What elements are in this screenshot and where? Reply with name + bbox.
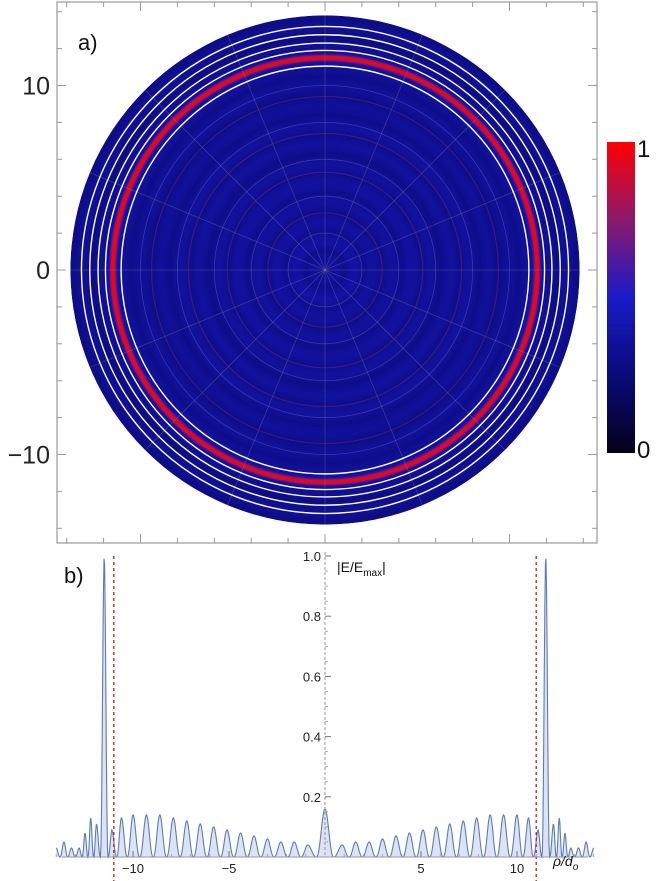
white-contour-ring — [80, 25, 570, 515]
polar-heatmap-disk — [70, 15, 580, 525]
polar-grid-spoke — [144, 269, 326, 451]
intensity-disk — [70, 15, 580, 525]
polar-grid-spoke — [324, 34, 423, 271]
polar-grid-spoke — [227, 269, 326, 506]
ripple-ring — [226, 171, 424, 369]
polar-grid-spoke — [324, 89, 506, 271]
y-tick-label: 1.0 — [303, 549, 321, 564]
polar-grid-spoke — [324, 172, 561, 271]
y-axis-title: |E/Emax| — [337, 559, 386, 579]
y-tick-label: 0.4 — [303, 730, 321, 745]
field-profile-panel: b) 0.2 0.4 0.6 0.8 1.0 −10 −5 5 10 |E/Emax| ρ/do — [55, 549, 595, 881]
polar-grid-spoke — [89, 172, 326, 271]
y-tick-label: 0.8 — [303, 609, 321, 624]
x-tick-label: −5 — [222, 861, 237, 876]
x-tick-label: 10 — [510, 861, 524, 876]
white-contour-ring — [104, 49, 546, 491]
white-contour-ring — [120, 65, 530, 475]
polar-grid-ring — [176, 121, 474, 419]
x-tick-label: −10 — [122, 861, 144, 876]
polar-grid-spoke — [89, 269, 326, 368]
heatmap-y-tick-label: 0 — [36, 257, 50, 285]
field-profile-axes: 0.2 0.4 0.6 0.8 1.0 −10 −5 5 10 — [55, 549, 595, 876]
y-tick-label: 0.6 — [303, 669, 321, 684]
polar-grid-spoke — [324, 269, 506, 451]
colorbar-gradient — [607, 142, 635, 453]
colorbar-min-label: 0 — [637, 437, 650, 464]
polar-grid-spoke — [144, 89, 326, 271]
polar-grid-ring — [213, 158, 437, 382]
heatmap-y-tick-label: −10 — [8, 442, 50, 470]
ripple-ring — [187, 132, 463, 408]
polar-grid-spoke — [324, 269, 423, 506]
x-axis-title: ρ/do — [552, 853, 579, 873]
polar-grid-ring — [287, 232, 363, 308]
panel-b-label: b) — [64, 563, 84, 588]
polar-grid-ring — [250, 195, 400, 345]
ripple-ring — [150, 95, 500, 445]
ripple-ring — [267, 212, 383, 328]
white-contour-ring — [97, 42, 553, 498]
heatmap-y-tick-labels: 10 0 −10 — [8, 73, 50, 470]
polar-grid-spoke — [227, 34, 326, 271]
panel-a-label: a) — [78, 30, 98, 55]
colorbar-max-label: 1 — [637, 136, 650, 163]
y-tick-label: 0.2 — [303, 790, 321, 805]
polar-heatmap-panel: 100−10 a) 1 0 — [8, 1, 650, 544]
heatmap-y-tick-label: 10 — [22, 73, 50, 101]
white-contour-ring — [89, 34, 561, 506]
heatmap-frame-ticks — [57, 2, 597, 543]
polar-grid-spoke — [324, 269, 561, 368]
colorbar: 1 0 — [607, 136, 650, 464]
polar-grid-ring — [140, 85, 510, 455]
x-tick-label: 5 — [417, 861, 424, 876]
